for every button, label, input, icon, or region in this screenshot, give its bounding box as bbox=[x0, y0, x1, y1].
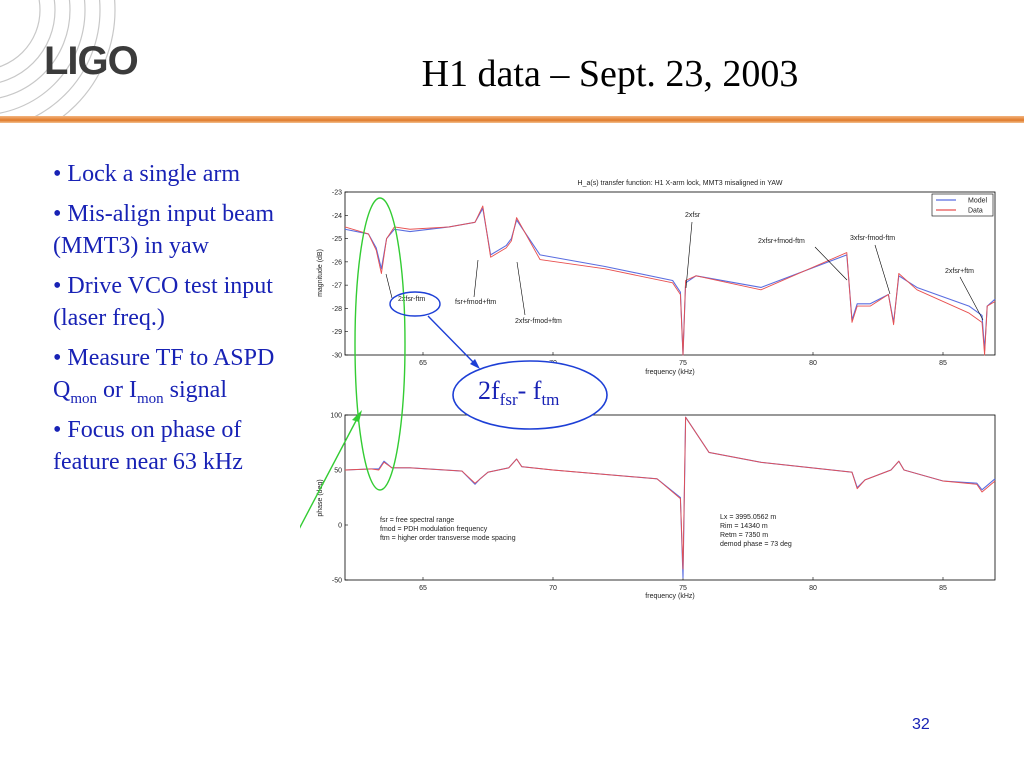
magnitude-series-data bbox=[344, 205, 996, 356]
phase-xtick-label: 75 bbox=[679, 585, 687, 592]
phase-axes-box bbox=[344, 414, 996, 581]
svg-text:fmod = PDH modulation frequenc: fmod = PDH modulation frequency bbox=[380, 526, 488, 533]
bullet-lock-arm: • Lock a single arm bbox=[53, 161, 241, 187]
magnitude-ytick-label: -27 bbox=[332, 283, 342, 290]
bullet-focus-phase: • Focus on phase of feature near 63 kHz bbox=[53, 417, 243, 475]
bullet-misalign: • Mis-align input beam (MMT3) in yaw bbox=[53, 201, 275, 259]
magnitude-ytick-label: -25 bbox=[332, 236, 342, 243]
magnitude-xtick-label: 65 bbox=[419, 360, 427, 367]
transfer-function-figure: H_a(s) transfer function: H1 X-arm lock,… bbox=[300, 180, 996, 600]
annotation-2xfsr-ftm-right: 2xfsr+ftm bbox=[945, 268, 974, 275]
svg-text:ftm = higher order transverse: ftm = higher order transverse mode spaci… bbox=[380, 535, 516, 542]
blue-arrow-line bbox=[427, 315, 477, 366]
green-arrow-line bbox=[300, 416, 359, 529]
bullet-drive-vco: • Drive VCO test input (laser freq.) bbox=[53, 273, 273, 331]
magnitude-ytick-label: -30 bbox=[332, 353, 342, 360]
phase-xtick-label: 80 bbox=[809, 585, 817, 592]
annotation-3xfsr-fmod-ftm: 3xfsr-fmod-ftm bbox=[850, 235, 895, 242]
figure-title: H_a(s) transfer function: H1 X-arm lock,… bbox=[578, 180, 783, 187]
bullet-list: • Lock a single arm • Mis-align input be… bbox=[53, 158, 288, 486]
magnitude-ylabel: magnitude (dB) bbox=[317, 249, 324, 297]
legend: Model Data bbox=[931, 193, 994, 217]
phase-ytick-label: 100 bbox=[330, 413, 342, 420]
phase-xtick-label: 70 bbox=[549, 585, 557, 592]
phase-series-model bbox=[344, 416, 996, 579]
svg-text:demod phase = 73 deg: demod phase = 73 deg bbox=[720, 541, 792, 548]
annotation-fsr-fmod-ftm: fsr+fmod+ftm bbox=[455, 299, 496, 306]
magnitude-ytick-label: -24 bbox=[332, 213, 342, 220]
phase-ytick-label: -50 bbox=[332, 578, 342, 585]
phase-series-data bbox=[344, 416, 996, 570]
phase-plot: 65 70 75 80 85 100 50 0 -50 phase (deg) frequenc… bbox=[317, 413, 996, 600]
magnitude-xtick-label: 85 bbox=[939, 360, 947, 367]
svg-text:Rim = 14340 m: Rim = 14340 m bbox=[720, 523, 768, 530]
phase-ytick-label: 50 bbox=[334, 468, 342, 475]
green-arrowhead bbox=[352, 410, 362, 422]
highlight-ellipse bbox=[354, 197, 406, 491]
phase-ytick-label: 0 bbox=[338, 523, 342, 530]
phase-xtick-label: 65 bbox=[419, 585, 427, 592]
legend-data-label: Data bbox=[968, 208, 983, 215]
magnitude-xtick-label: 75 bbox=[679, 360, 687, 367]
phase-xlabel: frequency (kHz) bbox=[645, 593, 694, 600]
ligo-logo: LIGO bbox=[0, 0, 139, 118]
svg-text:fsr = free spectral range: fsr = free spectral range bbox=[380, 517, 454, 524]
annotation-2xfsr-fmod-ftm: 2xfsr+fmod-ftm bbox=[758, 238, 805, 245]
magnitude-ytick-label: -28 bbox=[332, 306, 342, 313]
title-divider bbox=[0, 116, 1024, 123]
phase-notes-left: fsr = free spectral range fmod = PDH mod… bbox=[380, 517, 516, 542]
magnitude-xtick-label: 80 bbox=[809, 360, 817, 367]
phase-xtick-label: 85 bbox=[939, 585, 947, 592]
bullet-measure-tf: • Measure TF to ASPD Qmon or Imon signal bbox=[53, 345, 275, 407]
annotation-2xfsr-fmod-ftm-lower: 2xfsr-fmod+ftm bbox=[515, 318, 562, 325]
magnitude-ytick-label: -29 bbox=[332, 329, 342, 336]
annotation-2xfsr-ftm: 2xfsr-ftm bbox=[398, 296, 425, 303]
annotations: 2xfsr 2xfsr+fmod-ftm 3xfsr-fmod-ftm 2xfs… bbox=[385, 212, 984, 325]
magnitude-ytick-label: -23 bbox=[332, 190, 342, 197]
magnitude-series-model bbox=[344, 207, 996, 356]
page-number: 32 bbox=[912, 716, 930, 733]
blue-arrowhead bbox=[470, 359, 480, 369]
svg-text:Lx = 3995.0562 m: Lx = 3995.0562 m bbox=[720, 514, 776, 521]
large-callout-ellipse bbox=[452, 360, 608, 430]
magnitude-ytick-label: -26 bbox=[332, 259, 342, 266]
legend-model-label: Model bbox=[968, 198, 988, 205]
slide-title: H1 data – Sept. 23, 2003 bbox=[421, 53, 799, 95]
callout-label: 2ffsr- ftm bbox=[478, 376, 560, 410]
svg-text:Retm = 7350 m: Retm = 7350 m bbox=[720, 532, 768, 539]
logo-text: LIGO bbox=[44, 39, 138, 83]
phase-notes-right: Lx = 3995.0562 m Rim = 14340 m Retm = 73… bbox=[720, 514, 792, 548]
small-callout-ellipse bbox=[389, 291, 441, 317]
magnitude-xlabel: frequency (kHz) bbox=[645, 369, 694, 376]
phase-ylabel: phase (deg) bbox=[317, 479, 324, 516]
annotation-2xfsr: 2xfsr bbox=[685, 212, 701, 219]
magnitude-axes-box bbox=[344, 191, 996, 356]
